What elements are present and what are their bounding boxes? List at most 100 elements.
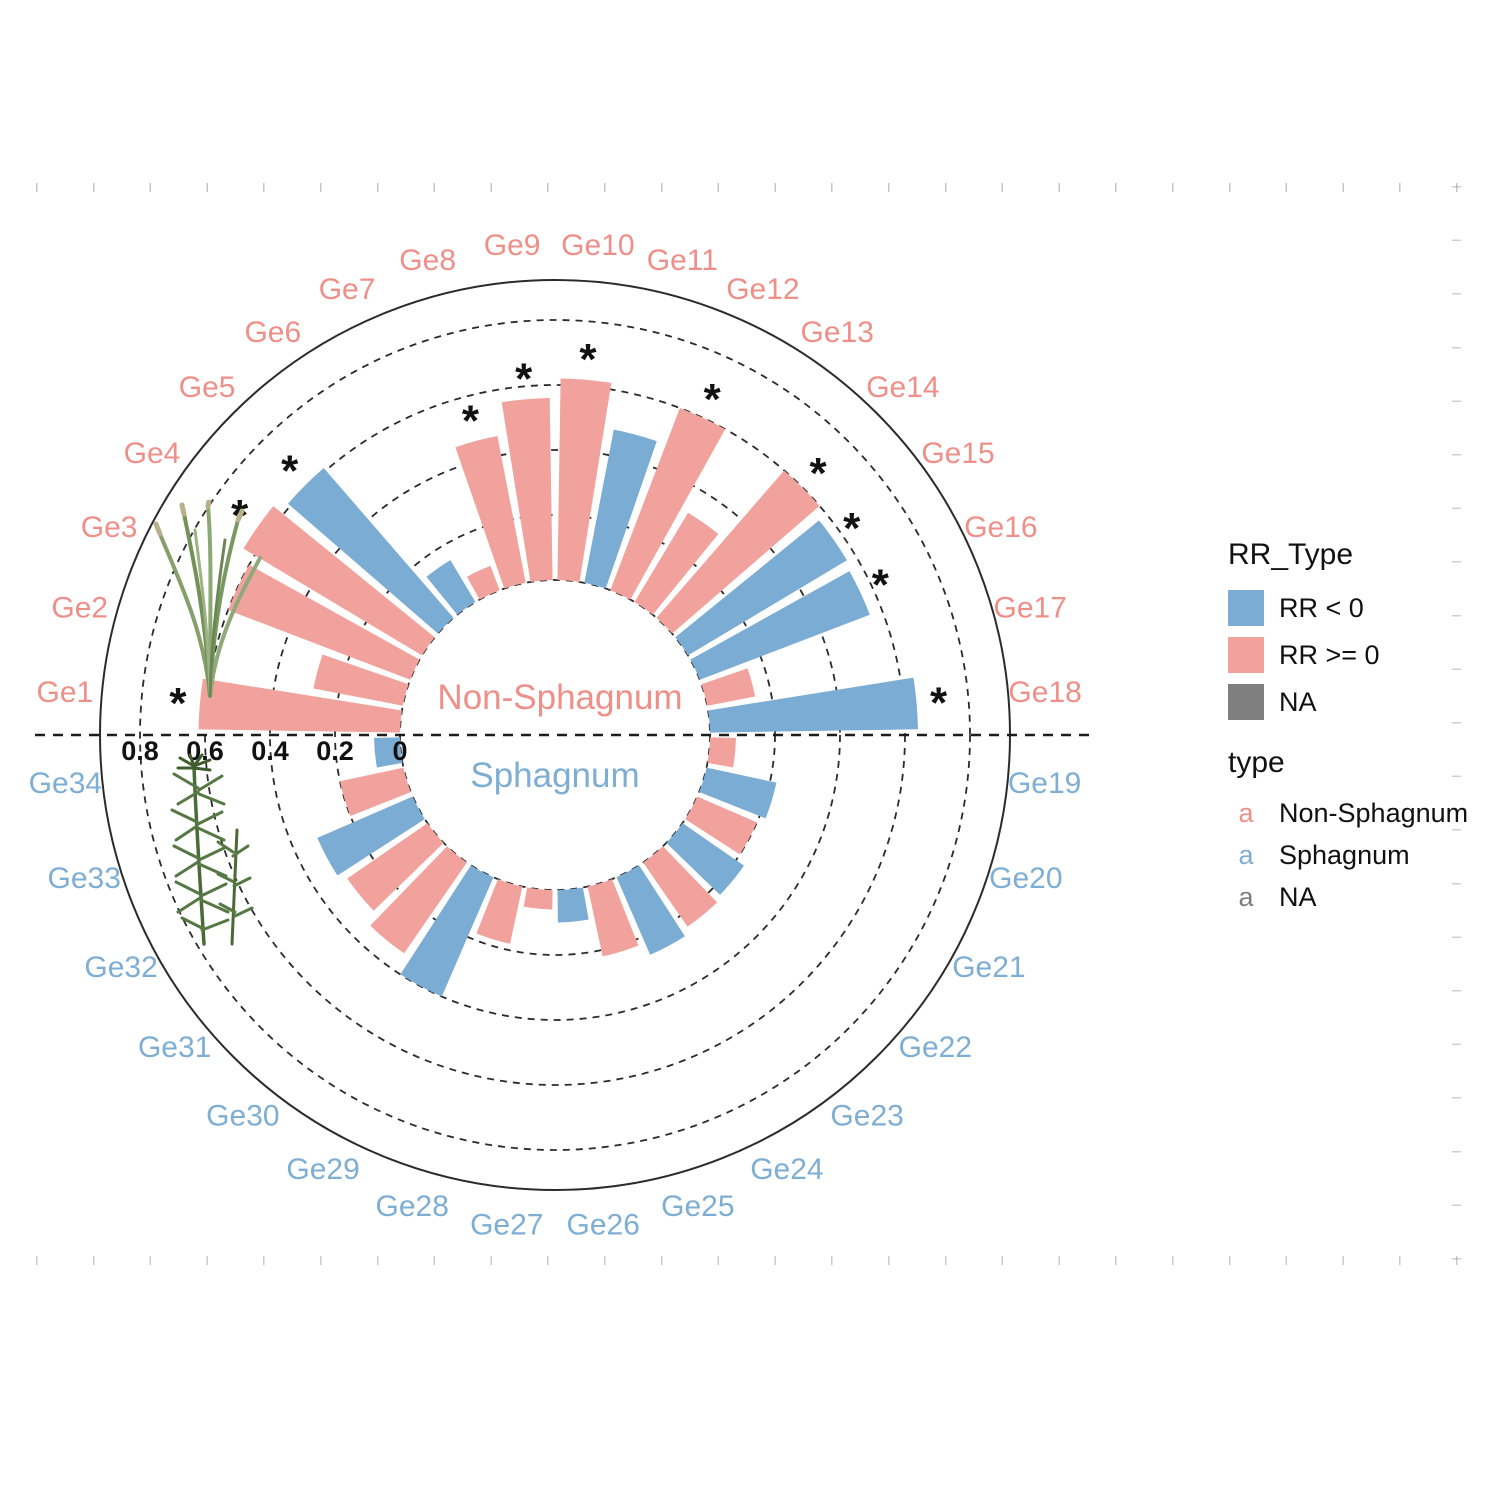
legend-item-rr-nonnegative: RR >= 0 [1228, 637, 1488, 673]
category-label-Ge31: Ge31 [138, 1031, 211, 1064]
legend-item-label: NA [1279, 882, 1317, 912]
center-label-bottom: Sphagnum [470, 756, 639, 795]
category-label-Ge20: Ge20 [989, 862, 1062, 895]
bar-Ge10 [557, 378, 612, 582]
axis-tick-label: 0.2 [316, 736, 354, 766]
bar-Ge26 [557, 887, 589, 923]
bar-Ge9 [501, 398, 553, 582]
bar-Ge25 [587, 879, 639, 957]
category-label-Ge16: Ge16 [964, 511, 1037, 544]
category-label-Ge27: Ge27 [470, 1209, 543, 1242]
bar-Ge18 [708, 677, 918, 733]
bar-Ge8 [455, 435, 526, 589]
bar-Ge4 [243, 506, 435, 656]
significance-star: * [704, 375, 722, 424]
bar-Ge19 [707, 737, 736, 768]
bar-Ge5 [287, 467, 454, 634]
legend-item-rr-na: NA [1228, 684, 1488, 720]
legend-item-label: RR < 0 [1279, 592, 1364, 623]
category-label-Ge1: Ge1 [37, 676, 94, 709]
axis-tick-label: 0 [392, 736, 407, 766]
category-label-Ge6: Ge6 [244, 316, 301, 349]
bar-Ge33 [339, 767, 411, 816]
bottom-ruler-ticks [36, 1256, 1462, 1265]
significance-star: * [809, 449, 827, 498]
na-swatch [1228, 684, 1264, 720]
legend-item-label: RR >= 0 [1279, 639, 1380, 670]
bar-Ge20 [699, 767, 777, 819]
category-label-Ge24: Ge24 [750, 1153, 823, 1186]
bar-Ge31 [347, 823, 444, 911]
category-label-Ge15: Ge15 [921, 437, 994, 470]
category-label-Ge28: Ge28 [375, 1190, 448, 1223]
legend-item-type-sphagnum: a Sphagnum [1228, 840, 1488, 871]
category-label-Ge29: Ge29 [286, 1153, 359, 1186]
bar-Ge6 [426, 560, 476, 615]
axis-tick-label: 0.4 [251, 736, 289, 766]
category-label-Ge9: Ge9 [484, 229, 541, 262]
category-label-Ge33: Ge33 [47, 862, 120, 895]
grid-circle [269, 449, 841, 1021]
legend-item-label: Non-Sphagnum [1279, 798, 1469, 828]
category-label-Ge3: Ge3 [81, 511, 138, 544]
legend-item-type-na: a NA [1228, 882, 1488, 913]
category-label-Ge25: Ge25 [661, 1190, 734, 1223]
legend-type-heading: type [1228, 746, 1285, 779]
category-label-Ge34: Ge34 [29, 767, 102, 800]
category-label-Ge4: Ge4 [124, 437, 181, 470]
category-label-Ge19: Ge19 [1008, 767, 1081, 800]
category-label-Ge21: Ge21 [952, 951, 1025, 984]
category-label-Ge23: Ge23 [830, 1099, 903, 1132]
type-key-sphagnum: a [1238, 840, 1254, 870]
category-label-Ge14: Ge14 [866, 371, 939, 404]
significance-star: * [843, 504, 861, 553]
bar-Ge24 [616, 865, 685, 955]
legend-item-label: NA [1279, 686, 1317, 717]
category-label-Ge11: Ge11 [647, 244, 718, 277]
type-key-na: a [1238, 882, 1254, 912]
bar-Ge30 [370, 846, 467, 954]
category-label-Ge7: Ge7 [319, 273, 376, 306]
top-ruler-ticks [36, 183, 1462, 192]
right-ruler-ticks [1452, 186, 1461, 1262]
significance-star: * [462, 397, 480, 446]
category-label-Ge32: Ge32 [84, 951, 157, 984]
bar-Ge3 [228, 564, 420, 680]
bar-Ge21 [685, 796, 757, 855]
category-label-Ge17: Ge17 [994, 592, 1067, 625]
axis-tick-label: 0.6 [186, 736, 224, 766]
category-label-Ge22: Ge22 [899, 1031, 972, 1064]
category-label-Ge8: Ge8 [399, 244, 456, 277]
category-label-Ge12: Ge12 [726, 273, 799, 306]
bar-Ge7 [466, 565, 500, 600]
bar-Ge2 [313, 654, 409, 706]
grid-circle [139, 319, 971, 1151]
category-label-Ge5: Ge5 [179, 371, 236, 404]
category-label-Ge2: Ge2 [51, 592, 108, 625]
grid-circle [399, 579, 711, 891]
bar-Ge17 [701, 668, 756, 706]
bar-Ge15 [675, 520, 847, 656]
bar-Ge32 [317, 796, 425, 876]
legend: RR_Type RR < 0 RR >= 0 NA type a Non-Sph… [1228, 538, 1488, 924]
significance-star: * [281, 447, 299, 496]
rr-negative-swatch [1228, 590, 1264, 626]
center-label-top: Non-Sphagnum [437, 678, 682, 717]
significance-star: * [231, 491, 249, 540]
bar-Ge11 [584, 429, 657, 589]
bar-Ge23 [643, 846, 718, 927]
category-label-Ge10: Ge10 [561, 229, 634, 262]
significance-star: * [579, 335, 597, 384]
bar-Ge34 [374, 737, 403, 768]
bar-Ge22 [666, 823, 745, 895]
bar-Ge14 [656, 470, 820, 634]
rr-nonnegative-swatch [1228, 637, 1264, 673]
bar-Ge16 [690, 571, 870, 680]
significance-star: * [515, 354, 533, 403]
category-label-Ge13: Ge13 [801, 316, 874, 349]
bar-Ge27 [523, 887, 553, 910]
category-label-Ge30: Ge30 [206, 1099, 279, 1132]
significance-star: * [872, 560, 890, 609]
